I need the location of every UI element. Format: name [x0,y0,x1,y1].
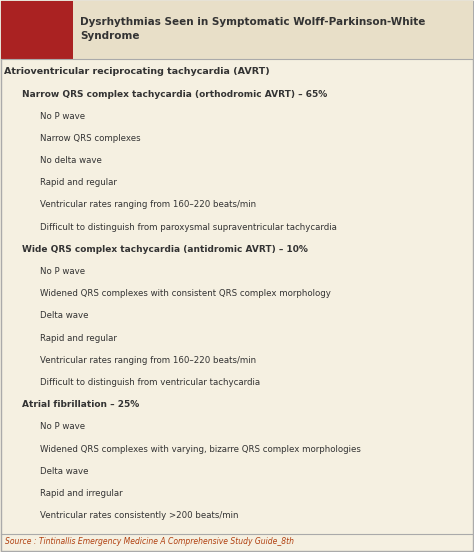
Text: Widened QRS complexes with varying, bizarre QRS complex morphologies: Widened QRS complexes with varying, biza… [40,444,361,454]
Text: Ventricular rates ranging from 160–220 beats/min: Ventricular rates ranging from 160–220 b… [40,356,256,365]
Text: Atrial fibrillation – 25%: Atrial fibrillation – 25% [22,400,139,409]
Text: No P wave: No P wave [40,112,85,121]
Text: Difficult to distinguish from paroxysmal supraventricular tachycardia: Difficult to distinguish from paroxysmal… [40,222,337,232]
Text: Atrioventricular reciprocating tachycardia (AVRT): Atrioventricular reciprocating tachycard… [4,67,270,76]
Text: Ventricular rates consistently >200 beats/min: Ventricular rates consistently >200 beat… [40,511,238,520]
Text: Delta wave: Delta wave [40,467,89,476]
Text: Rapid and regular: Rapid and regular [40,333,117,343]
Text: Narrow QRS complex tachycardia (orthodromic AVRT) – 65%: Narrow QRS complex tachycardia (orthodro… [22,89,327,98]
Bar [1,1,73,59]
Text: Source : Tintinallis Emergency Medicine A Comprehensive Study Guide_8th: Source : Tintinallis Emergency Medicine … [5,537,294,546]
Text: Rapid and regular: Rapid and regular [40,178,117,187]
Text: Dysrhythmias Seen in Symptomatic Wolff-Parkinson-White
Syndrome: Dysrhythmias Seen in Symptomatic Wolff-P… [80,17,425,41]
Text: No P wave: No P wave [40,267,85,276]
Text: Wide QRS complex tachycardia (antidromic AVRT) – 10%: Wide QRS complex tachycardia (antidromic… [22,245,308,254]
Bar [1,1,473,59]
Text: No P wave: No P wave [40,422,85,431]
Text: No delta wave: No delta wave [40,156,102,165]
Text: Ventricular rates ranging from 160–220 beats/min: Ventricular rates ranging from 160–220 b… [40,200,256,209]
Text: Delta wave: Delta wave [40,311,89,320]
Text: Rapid and irregular: Rapid and irregular [40,489,123,498]
Text: Widened QRS complexes with consistent QRS complex morphology: Widened QRS complexes with consistent QR… [40,289,331,298]
Text: Difficult to distinguish from ventricular tachycardia: Difficult to distinguish from ventricula… [40,378,260,387]
Text: Narrow QRS complexes: Narrow QRS complexes [40,134,141,143]
